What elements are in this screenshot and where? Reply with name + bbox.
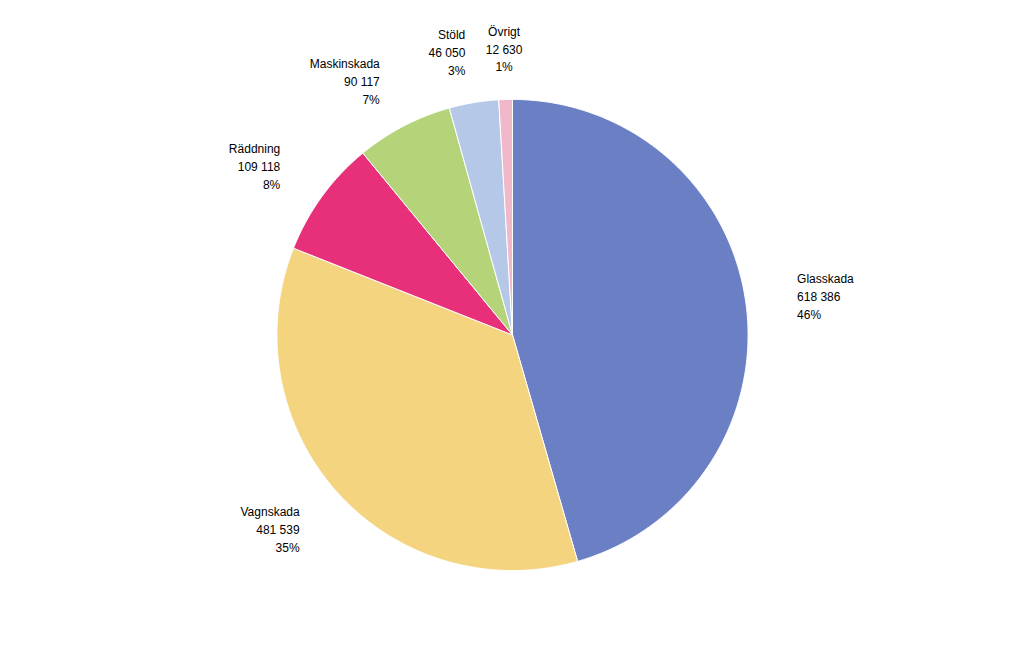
- svg-text:Vagnskada481 53935%: Vagnskada481 53935%: [240, 505, 299, 555]
- svg-text:Stöld46 0503%: Stöld46 0503%: [429, 28, 466, 78]
- svg-text:Glasskada618 38646%: Glasskada618 38646%: [797, 272, 854, 322]
- svg-text:Övrigt12 6301%: Övrigt12 6301%: [486, 24, 523, 74]
- svg-text:Räddning109 1188%: Räddning109 1188%: [229, 142, 281, 192]
- svg-text:Maskinskada90 1177%: Maskinskada90 1177%: [310, 57, 380, 107]
